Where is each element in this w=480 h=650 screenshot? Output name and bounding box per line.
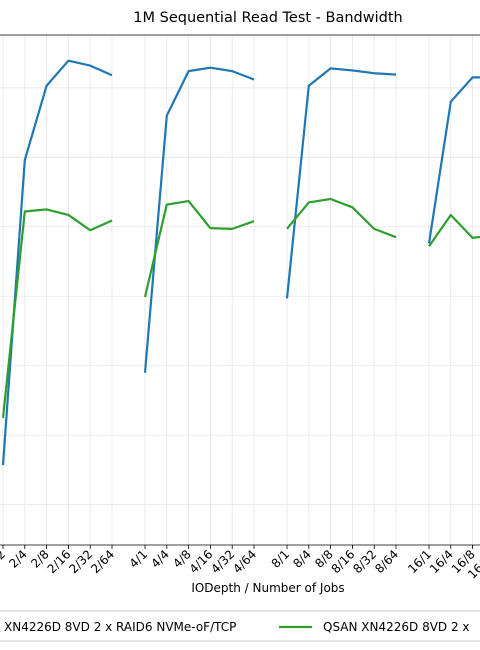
x-tick-label: 8/64 — [372, 547, 401, 576]
x-tick-label: 4/16 — [187, 547, 216, 576]
x-tick-label: 2/4 — [6, 547, 30, 571]
legend-box — [0, 610, 480, 642]
x-tick-label: 4/1 — [127, 547, 151, 571]
x-tick-label: 8/4 — [290, 547, 314, 571]
x-tick-label: 8/16 — [329, 547, 358, 576]
chart-title: 1M Sequential Read Test - Bandwidth — [133, 10, 402, 26]
series-line — [285, 67, 397, 299]
series-line — [427, 76, 480, 244]
legend-label: XN4226D 8VD 2 x RAID6 NVMe-oF/TCP — [4, 620, 236, 634]
series-line — [428, 213, 480, 247]
series-line — [143, 199, 255, 298]
plot-area — [0, 35, 480, 545]
x-tick-label: 4/32 — [208, 547, 237, 576]
legend-label: QSAN XN4226D 8VD 2 x — [323, 620, 470, 634]
x-tick-label: 4/64 — [230, 547, 259, 576]
x-tick-label: 8/32 — [350, 547, 379, 576]
x-tick-label: 8/1 — [269, 547, 293, 571]
series-line — [143, 66, 255, 373]
x-tick-label: 2/32 — [66, 547, 95, 576]
x-axis-label: IODepth / Number of Jobs — [191, 581, 344, 595]
series-line — [286, 197, 397, 239]
x-tick-label: 16/4 — [427, 547, 456, 576]
series-line — [1, 59, 113, 466]
x-tick-label: 16/1 — [405, 547, 434, 576]
x-tick-label: 2/64 — [88, 547, 117, 576]
x-tick-label: 4/4 — [148, 547, 172, 571]
x-tick-label: 2/16 — [45, 547, 74, 576]
x-tick-label: 2/2 — [0, 547, 8, 571]
series-line — [1, 208, 113, 418]
